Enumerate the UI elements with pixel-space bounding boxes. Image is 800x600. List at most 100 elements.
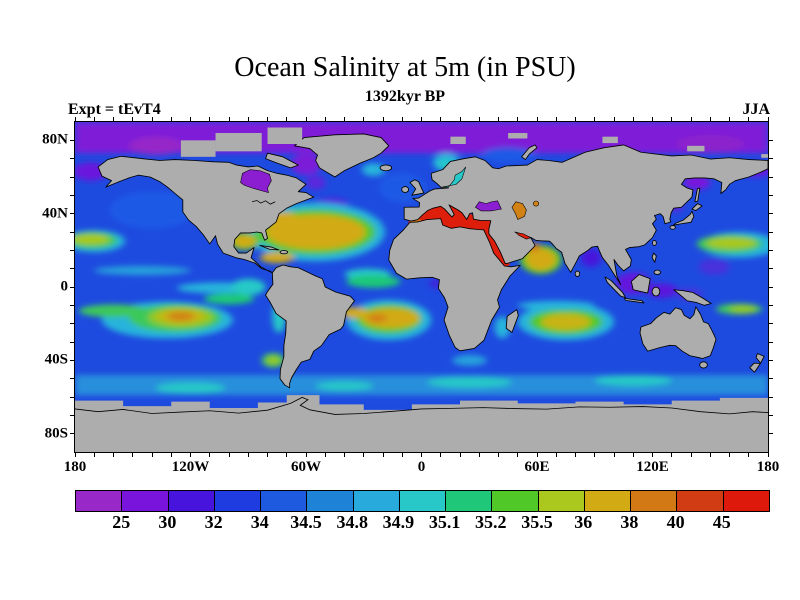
lat-axis-tick [768, 286, 773, 288]
lon-axis-tick [209, 452, 211, 457]
lat-axis-tick [768, 249, 773, 251]
lon-axis-label: 0 [417, 459, 426, 475]
lat-axis-tick [768, 378, 773, 380]
africa [388, 218, 521, 352]
lon-axis-tick [74, 117, 76, 122]
lat-axis-label: 40N [42, 205, 68, 222]
colorbar-boundary-label: 25 [112, 512, 131, 532]
arctic-islands-mask-2 [215, 133, 262, 152]
lon-axis-tick [478, 452, 480, 457]
lat-axis-tick [70, 433, 75, 435]
borneo-island [630, 274, 651, 294]
lon-axis-tick [305, 452, 307, 457]
lon-axis-tick [729, 117, 730, 122]
colorbar-segment [213, 491, 261, 511]
lon-axis-tick [344, 452, 345, 457]
lon-axis-tick [594, 117, 596, 122]
colorbar-boundary-label: 32 [204, 512, 223, 532]
black-sea [474, 200, 502, 212]
world-salinity-map [74, 121, 769, 453]
lon-axis-tick [93, 452, 95, 457]
colorbar-segment [76, 491, 122, 511]
lon-axis-tick [170, 117, 172, 122]
caspian-sea [511, 201, 527, 220]
lat-axis-tick [768, 341, 773, 343]
lon-axis-tick [170, 452, 172, 457]
colorbar-boundary-label: 34 [250, 512, 269, 532]
ireland-island [401, 186, 410, 193]
lon-axis-tick [536, 117, 538, 122]
colorbar-segment [306, 491, 353, 511]
lat-axis-tick [70, 158, 75, 160]
lon-axis-tick [478, 117, 480, 122]
lon-axis-label: 60E [524, 459, 550, 475]
south-america [265, 264, 355, 389]
colorbar-segment [445, 491, 492, 511]
lon-axis-tick [132, 452, 134, 457]
lon-axis-tick [498, 117, 499, 122]
franz-josef-mask [508, 133, 528, 139]
colorbar-segment [630, 491, 677, 511]
lon-axis-tick [498, 452, 499, 457]
lat-axis-tick [70, 304, 75, 306]
lat-axis-tick [768, 433, 773, 435]
lat-axis-label: 0 [60, 278, 69, 295]
svalbard-mask [450, 136, 466, 144]
lon-axis-tick [690, 452, 692, 457]
lon-axis-tick [401, 117, 403, 122]
lon-axis-tick [286, 117, 288, 122]
lon-axis-tick [729, 452, 730, 457]
lat-axis-tick [768, 414, 773, 416]
lon-axis-tick [267, 117, 268, 122]
aral-sea [533, 200, 540, 207]
lon-axis-tick [459, 117, 461, 122]
java-island [624, 297, 645, 304]
salinity-heatmap-svg [75, 122, 768, 452]
lon-axis-tick [575, 117, 576, 122]
lon-axis-tick [132, 117, 134, 122]
lon-axis-tick [74, 452, 76, 457]
lon-axis-tick [517, 452, 519, 457]
lon-axis-tick [247, 117, 249, 122]
uk-island [409, 179, 425, 196]
lon-axis-tick [382, 117, 384, 122]
colorbar-boundary-label: 35.2 [475, 512, 507, 532]
lon-axis-tick [421, 452, 422, 457]
colorbar-boundary-label: 34.9 [382, 512, 415, 532]
lon-axis-tick [113, 452, 114, 457]
lon-axis-tick [671, 117, 673, 122]
lat-axis-tick [768, 194, 773, 196]
lat-axis-tick [70, 268, 75, 270]
hudson-bay [240, 169, 272, 193]
lat-axis-tick [70, 249, 75, 251]
lon-axis-tick [209, 117, 211, 122]
lon-axis-tick [517, 117, 519, 122]
lon-axis-tick [594, 452, 596, 457]
lon-axis-label: 180 [63, 459, 87, 475]
lat-axis-tick [70, 414, 75, 416]
colorbar-boundary-label: 45 [712, 512, 731, 532]
lon-axis-tick [709, 117, 711, 122]
colorbar-boundary-label: 34.8 [336, 512, 368, 532]
lon-axis-tick [421, 117, 422, 122]
lat-axis-tick [70, 378, 75, 380]
colorbar-boundary-label: 35.1 [428, 512, 461, 532]
colorbar-segment [491, 491, 538, 511]
greenland [294, 133, 390, 178]
lat-axis-label: 80S [44, 425, 68, 442]
lon-axis-tick [151, 117, 153, 122]
severnaya-zemlya-mask [602, 136, 618, 144]
hokkaido-island [691, 203, 703, 211]
new-zealand-north [755, 353, 765, 364]
lon-axis-label: 120W [171, 459, 210, 475]
arctic-islands-mask-1 [180, 140, 216, 157]
colorbar [75, 490, 770, 512]
lon-axis-tick [632, 117, 634, 122]
new-zealand-south [749, 362, 761, 373]
antarctica-coastline [75, 396, 768, 415]
lon-axis-tick [190, 452, 191, 457]
lon-axis-tick [767, 117, 769, 122]
lon-axis-tick [324, 117, 326, 122]
lon-axis-label: 60W [291, 459, 321, 475]
